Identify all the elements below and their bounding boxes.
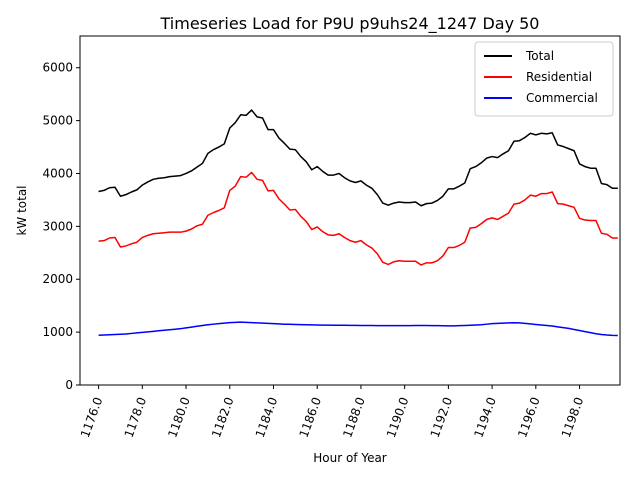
y-axis-ticks: 0 1000 2000 3000 4000 5000 6000 — [42, 61, 80, 392]
legend-label-commercial: Commercial — [526, 91, 598, 105]
y-tick-label: 2000 — [42, 272, 73, 286]
x-tick-label: 1190.0 — [384, 395, 412, 439]
x-tick-label: 1194.0 — [471, 395, 499, 439]
y-tick-label: 6000 — [42, 61, 73, 75]
chart-legend: Total Residential Commercial — [474, 41, 614, 117]
y-tick-label: 4000 — [42, 166, 73, 180]
plot-area-frame — [79, 35, 621, 386]
series-line-commercial — [98, 321, 618, 337]
x-tick-label: 1192.0 — [428, 395, 456, 439]
x-axis-label: Hour of Year — [313, 451, 387, 465]
x-tick-label: 1178.0 — [122, 395, 150, 439]
series-line-total — [98, 109, 618, 207]
y-tick-label: 1000 — [42, 325, 73, 339]
y-tick-label: 5000 — [42, 114, 73, 128]
legend-label-total: Total — [525, 49, 554, 63]
x-axis-ticks: 1176.0 1178.0 1180.0 1182.0 1184.0 1186.0 1188… — [78, 385, 586, 439]
chart-title: Timeseries Load for P9U p9uhs24_1247 Day… — [160, 14, 540, 34]
series-line-residential — [98, 171, 618, 266]
x-tick-label: 1196.0 — [515, 395, 543, 439]
x-tick-label: 1182.0 — [209, 395, 237, 439]
x-tick-label: 1186.0 — [297, 395, 325, 439]
y-tick-label: 0 — [65, 378, 73, 392]
x-tick-label: 1188.0 — [340, 395, 368, 439]
x-tick-label: 1184.0 — [253, 395, 281, 439]
x-tick-label: 1176.0 — [78, 395, 106, 439]
y-axis-label: kW total — [15, 185, 29, 235]
x-tick-label: 1180.0 — [165, 395, 193, 439]
legend-label-residential: Residential — [526, 70, 592, 84]
x-tick-label: 1198.0 — [559, 395, 587, 439]
series-lines — [98, 109, 618, 337]
y-tick-label: 3000 — [42, 219, 73, 233]
